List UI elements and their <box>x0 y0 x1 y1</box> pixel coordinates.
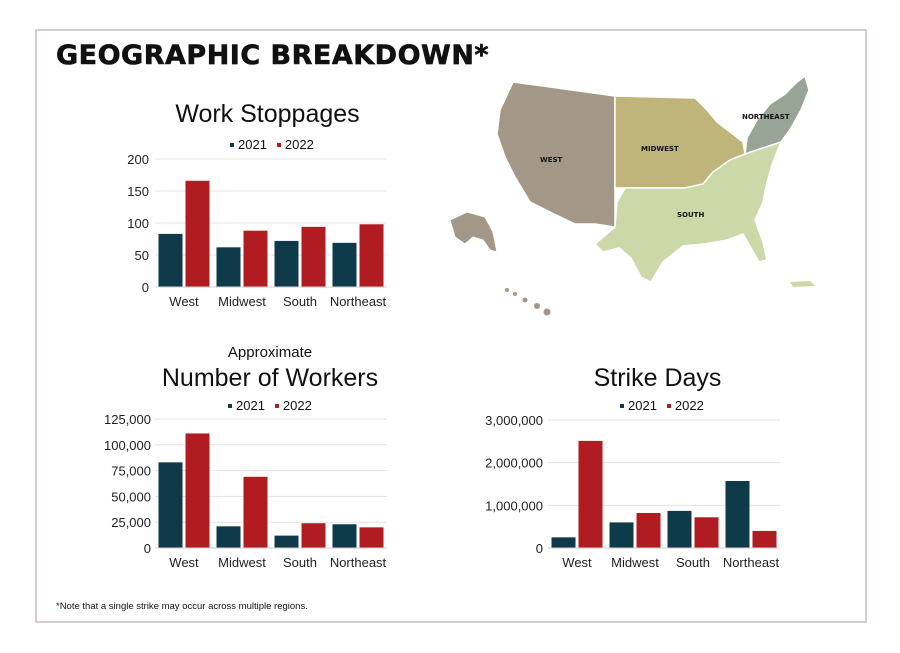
legend-label: 2021 <box>238 137 267 152</box>
x-tick-label: South <box>283 294 317 309</box>
legend-item-2021: 2021 <box>228 398 265 413</box>
bar-midwest-2021 <box>216 526 241 548</box>
chart-plot: 0 50 100 150 200 West Midwest South Northeast <box>127 152 387 309</box>
page-title: GEOGRAPHIC BREAKDOWN* <box>56 40 490 72</box>
infographic-frame <box>35 29 867 623</box>
chart-plot: 0 25,000 50,000 75,000 100,000 125,000 West Mid… <box>104 412 387 570</box>
bar-northeast-2022 <box>752 530 777 548</box>
chart-subtitle: Approximate <box>227 344 313 361</box>
map-label-northeast: NORTHEAST <box>742 113 790 121</box>
bar-northeast-2022 <box>359 527 384 548</box>
y-tick-label: 200 <box>127 152 149 167</box>
legend-label: 2022 <box>674 398 704 413</box>
legend-swatch <box>230 142 234 147</box>
legend-swatch <box>620 403 624 408</box>
bar-midwest-2022 <box>243 230 268 287</box>
legend-item-2022: 2022 <box>274 398 312 413</box>
bar-west-2021 <box>158 233 183 287</box>
x-tick-label: West <box>169 555 199 570</box>
bar-south-2021 <box>274 240 299 287</box>
y-tick-label: 0 <box>536 541 543 556</box>
y-tick-label: 0 <box>142 280 149 295</box>
footnote: *Note that a single strike may occur acr… <box>56 601 308 612</box>
map-label-south: SOUTH <box>677 211 704 219</box>
x-tick-label: Northeast <box>723 555 780 570</box>
y-tick-label: 100,000 <box>104 438 151 453</box>
bar-west-2022 <box>185 433 210 548</box>
bar-west-2022 <box>578 440 603 548</box>
legend-swatch <box>274 403 279 408</box>
y-tick-label: 150 <box>127 184 149 199</box>
chart-strike-days: Strike Days 2021 2022 0 1,000,000 2,000,00… <box>480 342 790 577</box>
legend-swatch <box>276 142 281 147</box>
chart-legend: 2021 2022 <box>230 137 314 152</box>
bar-west-2021 <box>158 462 183 548</box>
x-tick-label: Northeast <box>330 555 387 570</box>
chart-title: Work Stoppages <box>175 100 360 128</box>
y-tick-label: 125,000 <box>104 412 151 427</box>
bar-south-2022 <box>301 523 326 548</box>
legend-swatch <box>666 403 671 408</box>
legend-item-2021: 2021 <box>230 137 267 152</box>
bar-west-2021 <box>551 537 576 548</box>
bar-south-2022 <box>301 226 326 287</box>
bar-northeast-2021 <box>332 242 357 287</box>
legend-item-2021: 2021 <box>620 398 657 413</box>
y-tick-label: 100 <box>127 216 149 231</box>
legend-item-2022: 2022 <box>666 398 704 413</box>
bar-south-2022 <box>694 517 719 548</box>
legend-swatch <box>228 403 232 408</box>
bar-midwest-2021 <box>216 247 241 287</box>
y-tick-label: 25,000 <box>111 515 151 530</box>
x-tick-label: South <box>676 555 710 570</box>
bar-midwest-2022 <box>636 513 661 548</box>
map-label-midwest: MIDWEST <box>641 145 679 153</box>
x-tick-label: Midwest <box>611 555 659 570</box>
y-tick-label: 3,000,000 <box>485 413 543 428</box>
chart-legend: 2021 2022 <box>228 398 312 413</box>
bar-northeast-2021 <box>725 481 750 548</box>
us-regions-map: WEST MIDWEST NORTHEAST SOUTH <box>449 74 815 316</box>
bar-west-2022 <box>185 180 210 287</box>
y-tick-label: 0 <box>144 541 151 556</box>
bar-south-2021 <box>274 535 299 548</box>
y-tick-label: 50 <box>135 248 149 263</box>
bar-midwest-2022 <box>243 476 268 548</box>
chart-title: Strike Days <box>593 364 722 392</box>
legend-label: 2021 <box>236 398 265 413</box>
region-west <box>449 81 616 316</box>
x-tick-label: West <box>562 555 592 570</box>
legend-item-2022: 2022 <box>276 137 314 152</box>
y-tick-label: 75,000 <box>111 464 151 479</box>
legend-label: 2021 <box>628 398 657 413</box>
y-tick-label: 50,000 <box>111 489 151 504</box>
map-label-west: WEST <box>540 156 563 164</box>
chart-title: Number of Workers <box>161 364 379 392</box>
legend-label: 2022 <box>282 398 312 413</box>
chart-legend: 2021 2022 <box>620 398 704 413</box>
y-tick-label: 1,000,000 <box>485 498 543 513</box>
chart-plot: 0 1,000,000 2,000,000 3,000,000 West Midwest S… <box>485 413 780 570</box>
bar-northeast-2022 <box>359 224 384 287</box>
x-tick-label: Midwest <box>218 294 266 309</box>
x-tick-label: Midwest <box>218 555 266 570</box>
bar-midwest-2021 <box>609 522 634 548</box>
y-tick-label: 2,000,000 <box>485 456 543 471</box>
chart-work-stoppages: Work Stoppages 2021 2022 0 50 100 150 200 Wes… <box>95 100 395 320</box>
chart-number-of-workers: Approximate Number of Workers 2021 2022 … <box>95 342 395 577</box>
bar-northeast-2021 <box>332 524 357 548</box>
x-tick-label: West <box>169 294 199 309</box>
x-tick-label: Northeast <box>330 294 387 309</box>
region-south <box>593 140 815 287</box>
x-tick-label: South <box>283 555 317 570</box>
legend-label: 2022 <box>284 137 314 152</box>
bar-south-2021 <box>667 510 692 548</box>
